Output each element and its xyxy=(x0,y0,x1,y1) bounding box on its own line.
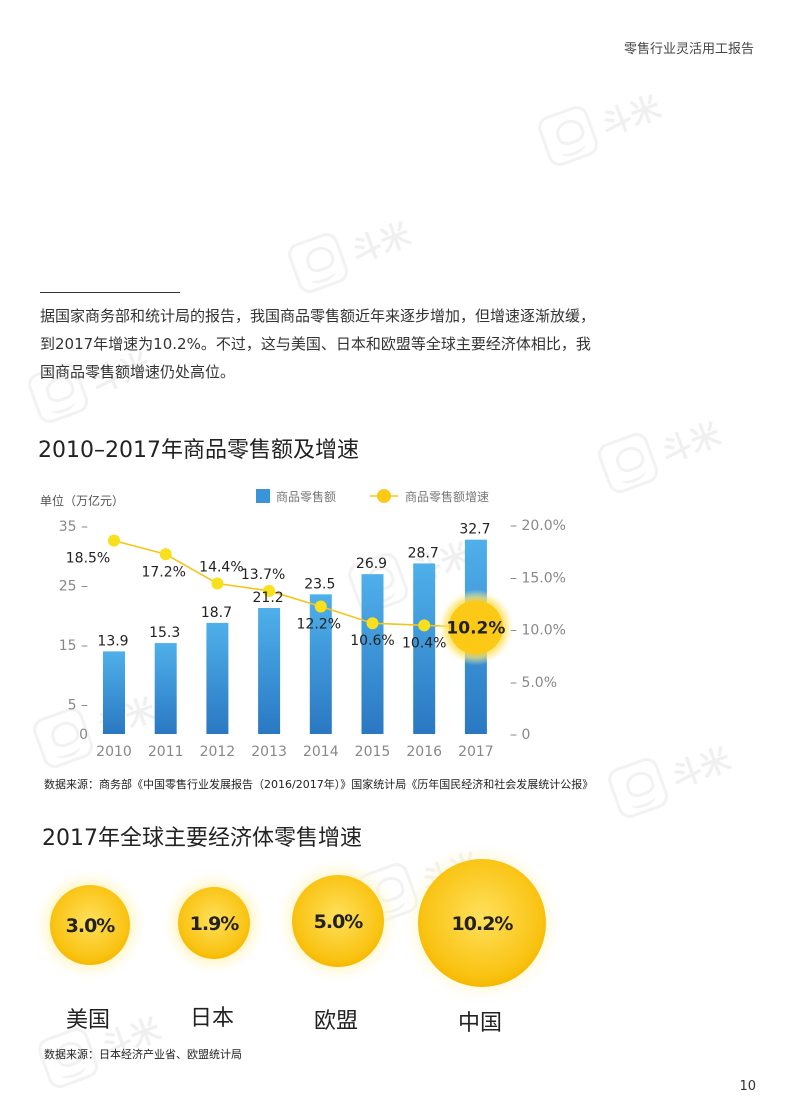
bubble-category-label: 中国 xyxy=(458,1011,502,1036)
bar-2015 xyxy=(361,574,384,734)
bubble-value-label: 1.9% xyxy=(190,913,240,935)
y-right-tick-label: – 20.0% xyxy=(510,518,566,534)
y-right-tick-label: – 5.0% xyxy=(510,675,557,691)
growth-value-label: 10.6% xyxy=(350,633,394,649)
y-left-tick-label: 15 – xyxy=(59,638,88,654)
growth-value-highlight-label: 10.2% xyxy=(446,618,505,638)
x-tick-label: 2016 xyxy=(406,744,442,760)
y-right-tick-label: – 0 xyxy=(510,727,530,743)
bubble-chart-title: 2017年全球主要经济体零售增速 xyxy=(42,826,362,851)
watermark-logo-icon xyxy=(284,229,352,297)
legend-line-marker xyxy=(377,489,391,503)
x-tick-label: 2013 xyxy=(251,744,287,760)
y-left-tick-label: 25 – xyxy=(59,578,88,594)
growth-line xyxy=(113,539,476,629)
bubble-category-label: 美国 xyxy=(66,1008,110,1033)
y-left-tick-label: 0 xyxy=(79,727,88,743)
watermark: 斗米 xyxy=(534,79,667,170)
x-tick-label: 2011 xyxy=(148,744,184,760)
growth-point xyxy=(314,600,327,613)
y-left-tick-label: 35 – xyxy=(59,519,88,535)
bubble-value-label: 5.0% xyxy=(314,911,364,933)
growth-point xyxy=(263,584,276,597)
intro-paragraph: 据国家商务部和统计局的报告，我国商品零售额近年来逐步增加，但增速逐渐放缓，到20… xyxy=(40,307,596,381)
bubble-美国 xyxy=(50,885,130,965)
growth-point-highlight xyxy=(448,600,503,655)
bubble-中国 xyxy=(418,859,546,987)
growth-point xyxy=(418,619,431,632)
bubble-value-label: 10.2% xyxy=(452,913,514,935)
growth-value-label: 14.4% xyxy=(199,560,243,576)
x-tick-label: 2012 xyxy=(200,744,236,760)
bubble-value-label: 3.0% xyxy=(66,915,116,937)
bar-2010 xyxy=(103,651,125,734)
bar-value-label: 18.7 xyxy=(201,605,232,621)
retail-chart: 单位（万亿元） 35 – 25 – 15 – 5 – 0 – 20.0% – 15.0% – 1… xyxy=(40,489,566,760)
header-title: 零售行业灵活用工报告 xyxy=(623,42,754,57)
unit-label: 单位（万亿元） xyxy=(40,493,124,508)
bar-value-label: 28.7 xyxy=(408,545,439,561)
bar-value-label: 15.3 xyxy=(149,625,180,641)
x-tick-label: 2010 xyxy=(96,744,132,760)
bubble-category-label: 欧盟 xyxy=(314,1009,358,1034)
y-left-tick-label: 5 – xyxy=(68,697,88,713)
section-divider xyxy=(40,292,180,293)
bar-value-label: 13.9 xyxy=(97,633,128,649)
x-tick-label: 2017 xyxy=(458,744,494,760)
bar-2011 xyxy=(154,643,177,734)
bar-2013 xyxy=(258,608,281,734)
watermark-text: 斗米 xyxy=(657,416,726,471)
x-tick-label: 2015 xyxy=(355,744,391,760)
bar-value-label: 32.7 xyxy=(459,522,490,538)
bubble-chart-source: 数据来源：日本经济产业省、欧盟统计局 xyxy=(44,1048,242,1061)
bubble-chart: 3.0% 美国 1.9% 日本 5.0% 欧盟 10.2% 中国 xyxy=(34,845,562,1036)
chart-title: 2010–2017年商品零售额及增速 xyxy=(38,438,359,463)
growth-value-label: 13.7% xyxy=(241,567,285,583)
legend-bar-swatch xyxy=(256,489,270,503)
bar-2014 xyxy=(309,594,332,734)
y-right-tick-label: – 10.0% xyxy=(510,623,566,639)
bubble-日本 xyxy=(178,887,250,959)
growth-point xyxy=(366,617,379,630)
growth-point xyxy=(211,577,224,590)
growth-value-label: 12.2% xyxy=(297,617,341,633)
watermark: 斗米 xyxy=(284,206,417,297)
bubble-欧盟 xyxy=(292,875,384,967)
y-right-tick-label: – 15.0% xyxy=(510,570,566,586)
x-tick-label: 2014 xyxy=(303,744,339,760)
bar-2016 xyxy=(413,563,436,734)
bubble-category-label: 日本 xyxy=(190,1006,234,1031)
page-number: 10 xyxy=(739,1079,756,1094)
growth-value-label: 18.5% xyxy=(66,551,110,567)
growth-value-label: 10.4% xyxy=(402,635,446,651)
watermark-logo-icon xyxy=(534,102,602,170)
growth-point xyxy=(159,548,172,561)
growth-value-label: 17.2% xyxy=(141,564,185,580)
legend-bar-label: 商品零售额 xyxy=(276,489,336,504)
bar-value-label: 23.5 xyxy=(304,576,335,592)
bar-2012 xyxy=(206,622,229,734)
bar-value-label: 26.9 xyxy=(356,556,387,572)
chart-source: 数据来源：商务部《中国零售行业发展报告（2016/2017年）》国家统计局《历年… xyxy=(44,778,594,791)
legend-line-label: 商品零售额增速 xyxy=(405,489,489,504)
watermark-text: 斗米 xyxy=(597,89,666,144)
watermark-text: 斗米 xyxy=(347,216,416,271)
growth-point xyxy=(108,534,120,547)
bar-value-label: 21.2 xyxy=(253,590,284,606)
